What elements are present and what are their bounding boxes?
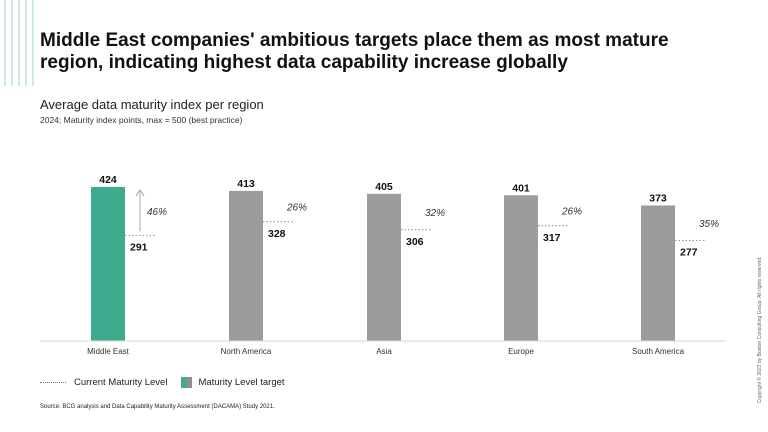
legend-target-swatch: [181, 377, 193, 388]
current-value-label: 291: [130, 241, 148, 253]
target-value-label: 373: [649, 192, 667, 204]
bar-target: [504, 195, 538, 341]
increase-arrow-head: [135, 189, 145, 197]
legend-current-label: Current Maturity Level: [74, 377, 168, 388]
bar-target: [367, 193, 401, 341]
current-value-label: 306: [406, 236, 424, 248]
legend-current-marker: [40, 382, 66, 383]
unit-note: 2024; Maturity index points, max = 500 (…: [40, 115, 243, 125]
bar-target: [91, 186, 125, 341]
x-tick-label: Europe: [508, 347, 534, 356]
x-tick-label: South America: [632, 347, 685, 356]
x-tick-label: North America: [221, 347, 272, 356]
current-value-label: 277: [680, 246, 698, 258]
increase-percent-label: 32%: [425, 208, 445, 219]
increase-percent-label: 26%: [286, 202, 307, 213]
target-value-label: 405: [375, 181, 393, 193]
decorative-stripes: [0, 0, 36, 86]
target-value-label: 424: [99, 174, 117, 186]
current-value-label: 328: [268, 228, 286, 240]
x-tick-label: Asia: [376, 347, 392, 356]
copyright-note: Copyright © 2022 by Boston Consulting Gr…: [757, 256, 763, 404]
target-value-label: 413: [237, 178, 255, 190]
increase-percent-label: 46%: [147, 207, 167, 218]
target-value-label: 401: [512, 182, 530, 194]
x-tick-label: Middle East: [87, 347, 130, 356]
chart-subtitle: Average data maturity index per region: [40, 97, 264, 112]
bar-chart: 424 291 46% Middle East 413 328 26% North Ameri…: [40, 174, 726, 356]
increase-percent-label: 35%: [699, 219, 719, 230]
current-value-label: 317: [543, 232, 561, 244]
bar-target: [229, 190, 263, 341]
legend-target-label: Maturity Level target: [198, 377, 285, 388]
bar-target: [641, 205, 675, 341]
page-title: Middle East companies' ambitious targets…: [40, 30, 669, 73]
source-note: Source: BCG analysis and Data Capability…: [40, 404, 275, 410]
increase-percent-label: 26%: [561, 207, 582, 218]
legend: Current Maturity Level Maturity Level ta…: [40, 377, 285, 388]
